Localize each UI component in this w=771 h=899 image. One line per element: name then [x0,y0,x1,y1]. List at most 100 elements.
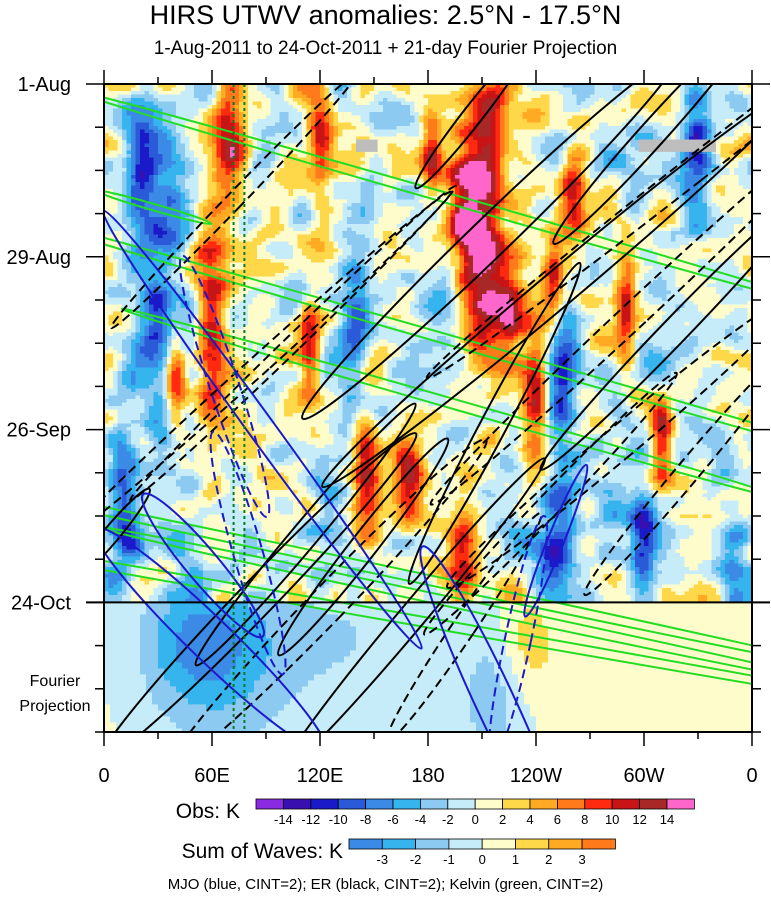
obs-colorbar-tick-label: 2 [499,812,506,827]
waves-colorbar-tick-label: -2 [410,852,422,867]
er-contour-7 [552,84,752,246]
obs-colorbar-tick-label: 0 [472,812,479,827]
obs-colorbar-swatch [419,798,449,810]
obs-colorbar-tick-label: -12 [301,812,320,827]
waves-colorbar-label: Sum of Waves: K [0,840,343,864]
er-contour-15 [194,402,417,667]
mjo-contour-6 [419,545,570,732]
x-tick-label: 0 [746,765,757,787]
waves-colorbar-swatch [448,838,483,850]
er-contour-6 [429,118,752,506]
chart-title: HIRS UTWV anomalies: 2.5°N - 17.5°N [0,0,771,31]
mjo-contour-1 [178,254,271,519]
obs-colorbar-tick-label: -2 [442,812,454,827]
er-contour-17 [281,457,547,732]
chart-subtitle: 1-Aug-2011 to 24-Oct-2011 + 21-day Fouri… [0,38,771,60]
x-tick-label: 180 [411,765,444,787]
obs-colorbar-swatch [666,798,695,810]
x-tick-label: 60W [623,765,664,787]
waves-colorbar-swatch [381,838,416,850]
waves-colorbar-swatch [348,838,383,850]
obs-colorbar-tick-label: 6 [554,812,561,827]
projection-field [104,602,753,733]
obs-colorbar-tick-label: -10 [329,812,348,827]
waves-colorbar-tick-label: 3 [578,852,585,867]
missing-data-patch-0 [356,139,378,152]
obs-colorbar-swatch [310,798,339,810]
obs-colorbar-swatch [584,798,613,810]
obs-colorbar-swatch [611,798,641,810]
obs-colorbar-tick-label: -8 [360,812,372,827]
y-tick-label: 24-Oct [11,592,71,614]
y-tick-label: 26-Sep [7,420,72,442]
obs-colorbar-label: Obs: K [0,800,240,824]
obs-colorbar-swatch [474,798,504,810]
kelvin-contour-3 [104,465,752,678]
obs-colorbar-swatch [447,798,476,810]
obs-colorbar-swatch [255,798,284,810]
obs-colorbar-tick-label: 4 [526,812,533,827]
er-contour-8 [425,84,752,380]
obs-colorbar-swatch [365,798,394,810]
obs-colorbar-swatch [529,798,558,810]
er-contour-11 [446,294,752,589]
mjo-contour-2 [209,430,287,676]
x-tick-label: 120E [297,765,344,787]
obs-colorbar-tick-label: -6 [387,812,399,827]
obs-colorbar-swatch [502,798,531,810]
obs-colorbar-swatch [392,798,421,810]
er-contour-1 [129,184,457,502]
x-tick-label: 120W [510,765,562,787]
legend-footnote: MJO (blue, CINT=2); ER (black, CINT=2); … [0,876,771,893]
projection-label: Projection [19,698,90,715]
kelvin-contour-5 [104,525,752,692]
waves-colorbar-swatch [481,838,516,850]
er-contours [104,84,752,732]
mjo-contour-7 [523,463,589,618]
mjo-contour-4 [104,526,327,732]
obs-colorbar-tick-label: 14 [660,812,674,827]
waves-colorbar-tick-label: 0 [479,852,486,867]
obs-colorbar-tick-label: -14 [274,812,293,827]
er-contour-4 [301,84,678,421]
obs-colorbar-swatch [557,798,586,810]
waves-colorbar: -3 -2 -1 0 1 2 3 [348,838,616,867]
waves-colorbar-tick-label: 2 [545,852,552,867]
y-tick-label: 29-Aug [7,247,72,269]
obs-colorbar-tick-label: 8 [581,812,588,827]
waves-colorbar-tick-label: 1 [512,852,519,867]
kelvin-contour-6 [104,189,213,226]
x-tick-label: 0 [98,765,109,787]
er-contour-0 [104,190,453,533]
mjo-contour-0 [104,209,423,650]
obs-colorbar-swatch [282,798,312,810]
waves-colorbar-swatch [548,838,583,850]
y-tick-label: 1-Aug [18,74,71,96]
obs-colorbar-swatch [639,798,668,810]
obs-colorbar-tick-label: -4 [415,812,427,827]
er-contour-13 [104,432,418,732]
projection-label: Fourier [30,673,81,690]
waves-colorbar-swatch [515,838,550,850]
mjo-contour-3 [141,492,265,639]
er-contour-3 [414,84,532,190]
x-tick-label: 60E [194,765,230,787]
waves-colorbar-swatch [415,838,450,850]
er-contour-14 [170,438,488,732]
mjo-contours [104,209,589,732]
er-contour-5 [321,87,752,489]
obs-colorbar-tick-label: 10 [605,812,619,827]
obs-colorbar: -14 -12 -10 -8 -6 -4 -2 0 2 4 6 8 10 12 14 [255,798,695,827]
obs-colorbar-swatch [337,798,367,810]
anomaly-field [104,84,753,603]
kelvin-contour-2 [120,307,752,503]
er-contour-16 [277,437,450,657]
obs-colorbar-tick-label: 12 [632,812,646,827]
waves-colorbar-tick-label: -1 [443,852,455,867]
waves-colorbar-swatch [581,838,616,850]
contour-layer [104,84,752,732]
waves-colorbar-tick-label: -3 [377,852,389,867]
er-contour-2 [110,84,358,330]
er-contour-10 [407,261,582,585]
